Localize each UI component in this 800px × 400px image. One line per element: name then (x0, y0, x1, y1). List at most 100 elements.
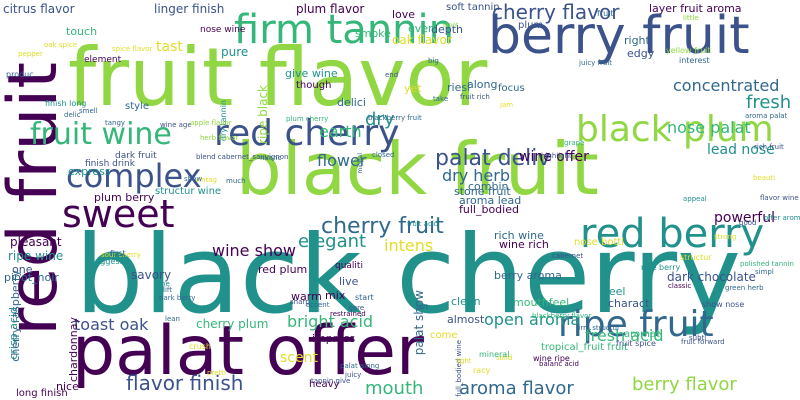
word-plum-cherry: plum cherry (286, 115, 329, 123)
word-strong: strong (714, 233, 737, 241)
word-aromat: aromat (624, 329, 660, 340)
word-cherry-flavor: cherry flavor (492, 0, 620, 24)
word-fruit-spice: fruit spice (616, 339, 656, 348)
word-powerful: powerful (714, 210, 775, 226)
word-long-finish: long finish (16, 388, 68, 399)
word-delic: delic (64, 111, 81, 119)
word-herb-flavor: herb flavor (200, 134, 239, 142)
word-finish-long: finish long (45, 99, 87, 108)
word-lift: lift (163, 286, 172, 294)
word-green-herb: green herb (725, 284, 764, 292)
word-sharp: sharp (290, 298, 310, 306)
word-plum-berry: plum berry (94, 191, 155, 204)
word-core: core (349, 304, 365, 312)
word-highlight: highlight (541, 152, 572, 160)
word-heavy: heavy (309, 379, 340, 390)
word-mouthfeel: mouthfeel (513, 296, 570, 309)
word-clean: clean (451, 295, 481, 308)
word-complex: complex (66, 157, 202, 195)
word-cabernet: cabernet (552, 252, 584, 260)
word-tart: tart (416, 303, 429, 311)
word-though: though (296, 80, 332, 91)
word-one: one (12, 263, 33, 276)
word-wine-rich: wine rich (499, 238, 549, 251)
word-big: big (428, 57, 439, 65)
word-toast-oak: toast oak (74, 315, 149, 334)
word-impress: impress (312, 332, 356, 345)
word-juicy-fruit: juicy fruit (579, 59, 613, 67)
word-cherry-raspberry: cherry raspberry (9, 270, 22, 362)
word-offer-aroma: offer aroma (764, 214, 800, 222)
word-berry-aroma: berry aroma (494, 269, 562, 282)
word-palat-along: palat along (340, 362, 380, 370)
word-delici: delici (337, 96, 366, 109)
word-full-bodied-wine: full_bodied wine (455, 340, 463, 397)
word-earth: earth (319, 122, 362, 141)
word-citrus-flavor: citrus flavor (3, 2, 75, 16)
word-pleasant: pleasant (10, 235, 62, 249)
word-give-wine: give wine (285, 67, 338, 80)
word-dark-berry: dark berry (159, 294, 196, 302)
word-palat-offer: palat offer (72, 312, 424, 391)
word-open-aroma: open aroma (484, 310, 581, 329)
word-balanc-acid: balanc acid (539, 360, 580, 368)
word-structur: structur (680, 253, 712, 262)
word-ripe-black: ripe black (256, 85, 270, 144)
word-sour-cherry: sour cherry (101, 251, 141, 259)
word-juicy: juicy (345, 371, 362, 379)
word-much: much (226, 177, 246, 185)
word-nose-wine: nose wine (200, 25, 246, 35)
word-feel: feel (605, 285, 626, 298)
word-fruit-forward: fruit forward (681, 338, 725, 346)
word-rich-fruit: rich fruit (754, 143, 784, 151)
word-grape: grape (564, 139, 585, 147)
word-fruit: fruit (597, 9, 614, 18)
word-palat-show: palat show (412, 290, 426, 356)
word-fresh-acid: fresh acid (585, 326, 664, 345)
word-show: show (184, 175, 203, 183)
word-right: right (624, 34, 650, 47)
word-blackberry-fruit: blackberry fruit (368, 114, 422, 122)
word-firm-structur: firm structur (576, 324, 620, 332)
word-beauti: beauti (753, 174, 776, 182)
word-cherry-plum: cherry plum (196, 317, 269, 331)
word-classic: classic (668, 282, 692, 290)
word-nice: nice (56, 380, 79, 393)
word-yet: yet (404, 82, 422, 95)
word-pretti: pretti (207, 369, 226, 377)
word-tannin-give: tannin give (311, 377, 351, 385)
word-dry: dry (365, 109, 395, 130)
word-red-cherry: red cherry (214, 113, 400, 154)
word-palat-deliv: palat deliv (435, 146, 551, 171)
word-pepper: pepper (18, 50, 43, 58)
word-plum-flavor: plum flavor (296, 2, 365, 16)
word-rich-wine: rich wine (494, 229, 544, 242)
word-edgy: edgy (627, 47, 655, 60)
word-stone-fruit: stone fruit (454, 185, 511, 198)
word-ripe-berry: ripe berry (641, 263, 681, 272)
word-mineral: mineral (479, 350, 510, 359)
word-aroma-flavor: aroma flavor (459, 378, 574, 399)
word-end: end (385, 71, 399, 79)
word-oak-flavor: oak flavor (392, 33, 452, 47)
word-produc: produc (6, 70, 34, 79)
word-berry-fruit: berry fruit (488, 6, 750, 66)
word-mix: mix (325, 289, 346, 302)
word-along: along (467, 78, 498, 91)
word-ripe-wine: ripe wine (8, 249, 64, 263)
word-qualiti: qualiti (335, 261, 363, 271)
word-crush: crush (189, 342, 211, 351)
word-even: even (408, 22, 436, 35)
word-tropical-fruit-fruit: tropical_fruit fruit (541, 342, 628, 353)
word-cherry-fruit: cherry fruit (321, 214, 444, 239)
word-accent: accent (306, 301, 330, 309)
word-aroma-lead: aroma lead (459, 194, 522, 207)
word-element: element (84, 55, 122, 65)
word-yellow-fruit: yellow fruit (666, 46, 711, 55)
word-first: first (110, 249, 126, 258)
word-concentrated: concentrated (673, 76, 780, 95)
word-full-bodied: full_bodied (459, 203, 519, 216)
word-nose-palat: nose palat (667, 118, 751, 137)
word-wine-offer: wine offer (519, 149, 589, 165)
